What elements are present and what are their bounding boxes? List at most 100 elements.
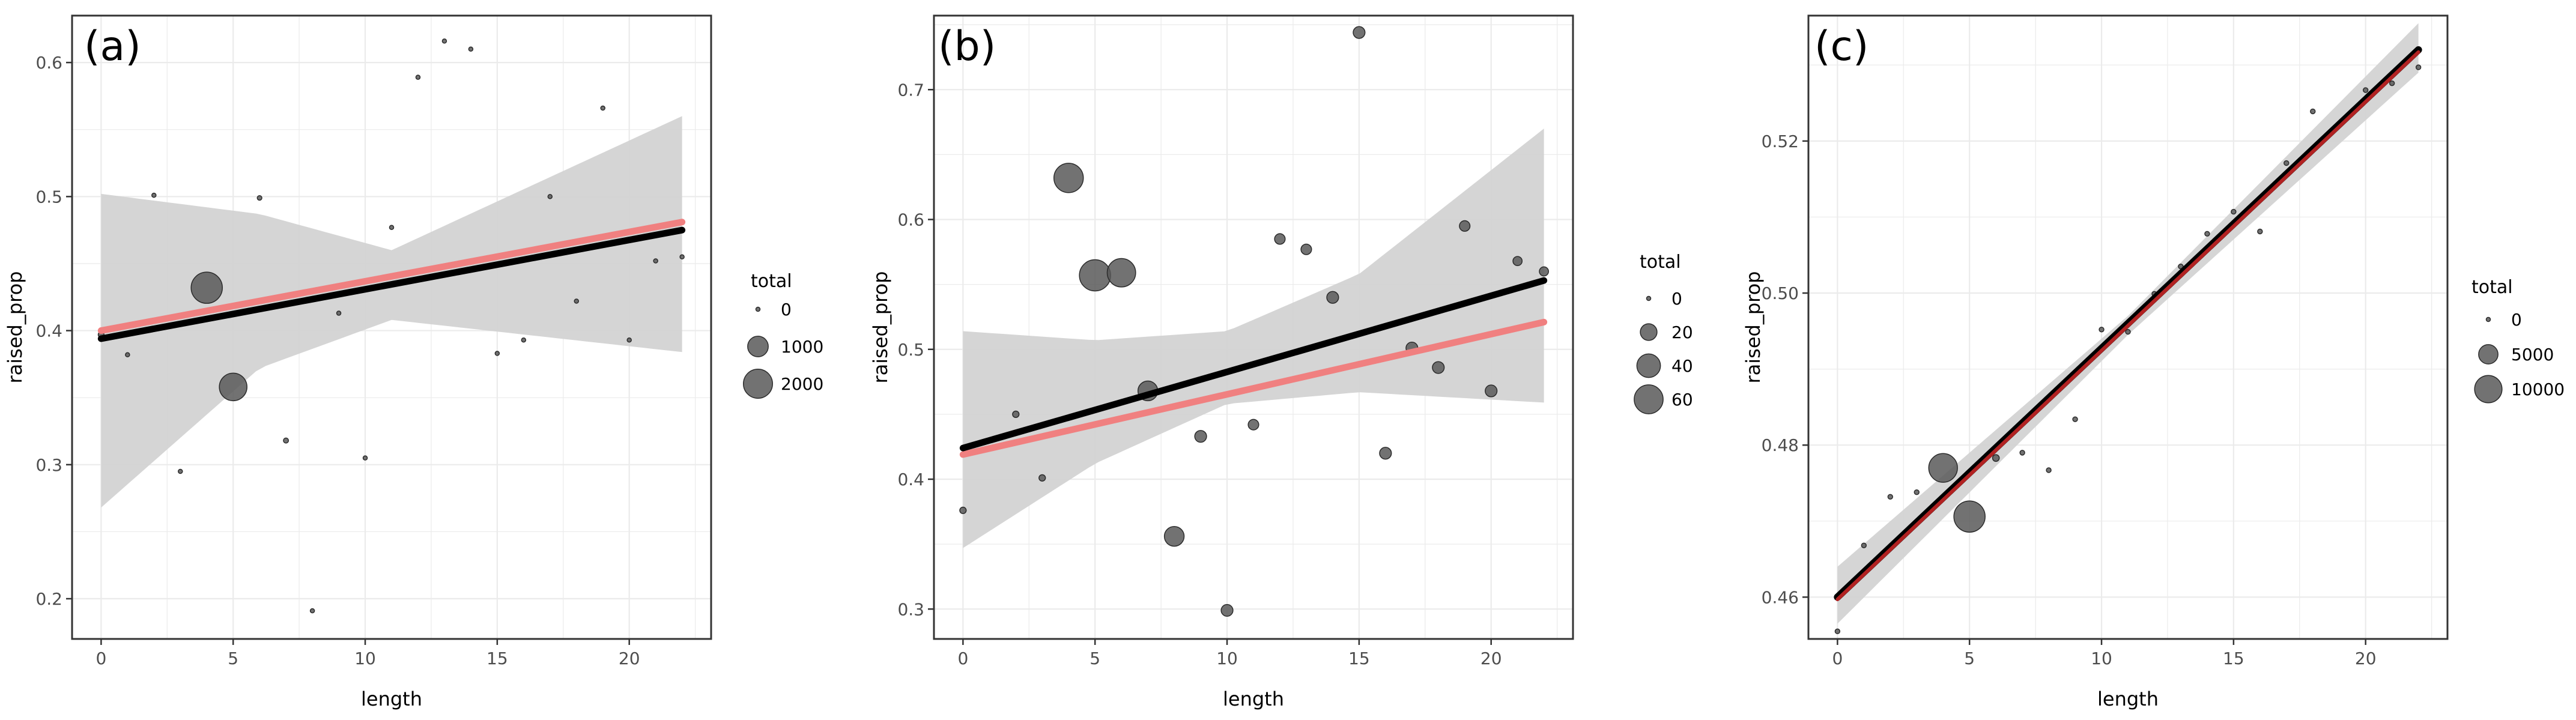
x-tick-label: 20 [2355, 649, 2377, 668]
y-tick-label: 0.4 [897, 470, 924, 489]
x-tick-label: 15 [486, 649, 508, 668]
data-point [959, 506, 967, 515]
x-tick-label: 0 [95, 649, 106, 668]
data-point [494, 351, 500, 356]
x-tick-label: 10 [1216, 649, 1238, 668]
legend-label: 0 [781, 300, 792, 319]
data-point [1053, 163, 1084, 193]
y-axis-label: raised_prop [1742, 271, 1765, 384]
legend-title: total [751, 271, 792, 292]
data-point [178, 468, 183, 474]
data-point [389, 225, 395, 230]
y-tick-label: 0.5 [35, 187, 62, 207]
y-tick-label: 0.50 [1762, 283, 1799, 303]
legend-label: 10000 [2511, 380, 2565, 399]
legend-key [1640, 323, 1658, 341]
legend-key [1636, 353, 1661, 378]
x-tick-label: 10 [354, 649, 376, 668]
data-point [1106, 258, 1136, 288]
data-point [1274, 233, 1286, 245]
y-tick-label: 0.2 [35, 589, 62, 609]
data-point [1539, 266, 1549, 277]
y-tick-label: 0.3 [897, 599, 924, 619]
legend-label: 20 [1671, 322, 1693, 342]
data-point [256, 195, 262, 201]
legend-label: 5000 [2511, 345, 2554, 365]
data-point [468, 46, 474, 52]
x-tick-label: 5 [1089, 649, 1100, 668]
x-tick-label: 20 [619, 649, 640, 668]
legend-label: 40 [1671, 356, 1693, 376]
legend-title: total [1640, 252, 1681, 273]
data-point [2125, 328, 2131, 335]
data-point [679, 254, 685, 260]
legend-key [755, 306, 761, 312]
y-tick-label: 0.5 [897, 340, 924, 360]
data-point [574, 298, 580, 304]
fit-line-red [97, 219, 686, 334]
legend-key [743, 369, 773, 399]
data-point [1459, 220, 1471, 232]
data-point [1485, 384, 1498, 398]
panel-a: 0 5 10 15 20 0.2 0.3 0.4 0.5 0.6 (a) length raise… [4, 14, 823, 710]
fit-line-black [959, 277, 1548, 452]
x-tick-label: 0 [957, 649, 968, 668]
confidence-ribbon [101, 116, 682, 508]
data-point [2310, 108, 2316, 115]
data-point [600, 105, 605, 111]
y-tick-label: 0.48 [1762, 435, 1799, 455]
data-point [2099, 327, 2105, 333]
data-point [2415, 64, 2422, 70]
data-point [1861, 542, 1867, 548]
x-tick-label: 15 [1348, 649, 1370, 668]
y-axis-label: raised_prop [869, 271, 892, 384]
data-point [2257, 228, 2263, 235]
data-point [1887, 494, 1893, 500]
fit-line-red [959, 318, 1548, 458]
data-point [2284, 160, 2290, 166]
data-point [1079, 259, 1111, 292]
legend-label: 0 [1671, 289, 1682, 309]
data-point [2231, 208, 2237, 215]
data-point [2046, 467, 2052, 473]
x-axis-label: length [2097, 688, 2159, 710]
size-legend: total 0 20 40 60 [1634, 252, 1693, 414]
x-tick-label: 10 [2091, 649, 2112, 668]
data-point [1300, 243, 1312, 255]
y-tick-label: 0.6 [897, 210, 924, 230]
y-tick-label: 0.52 [1762, 132, 1799, 151]
data-point [1379, 447, 1392, 460]
x-tick-label: 5 [228, 649, 238, 668]
y-tick-label: 0.4 [35, 321, 62, 341]
data-point [219, 372, 247, 402]
data-point [415, 74, 421, 80]
data-point [1220, 604, 1234, 617]
data-point [1512, 256, 1523, 267]
legend-label: 60 [1671, 390, 1693, 410]
y-tick-label: 0.7 [897, 80, 924, 100]
data-point [1247, 419, 1259, 431]
data-point [626, 337, 632, 343]
data-point [1928, 453, 1958, 483]
legend-key [2478, 344, 2499, 365]
data-point [1432, 361, 1445, 374]
data-point [336, 310, 342, 316]
legend-label: 2000 [781, 374, 823, 394]
fit-line-red [1835, 50, 2420, 602]
size-legend: total 0 1000 2000 [743, 271, 823, 399]
legend-key [2485, 316, 2491, 322]
data-point [2072, 416, 2078, 422]
panel-label: (a) [84, 23, 141, 70]
data-point [1353, 26, 1366, 39]
data-point [1012, 410, 1020, 419]
data-point [1914, 489, 1920, 495]
x-tick-label: 20 [1480, 649, 1502, 668]
x-axis-label: length [1223, 688, 1284, 710]
panel-label: (b) [938, 23, 996, 70]
data-point [441, 38, 447, 44]
legend-key [2474, 375, 2503, 404]
panel-label: (c) [1814, 23, 1868, 70]
fit-line-black [97, 226, 686, 342]
panel-c: 0 5 10 15 20 0.46 0.48 0.50 0.52 (c) length rais… [1742, 14, 2565, 710]
